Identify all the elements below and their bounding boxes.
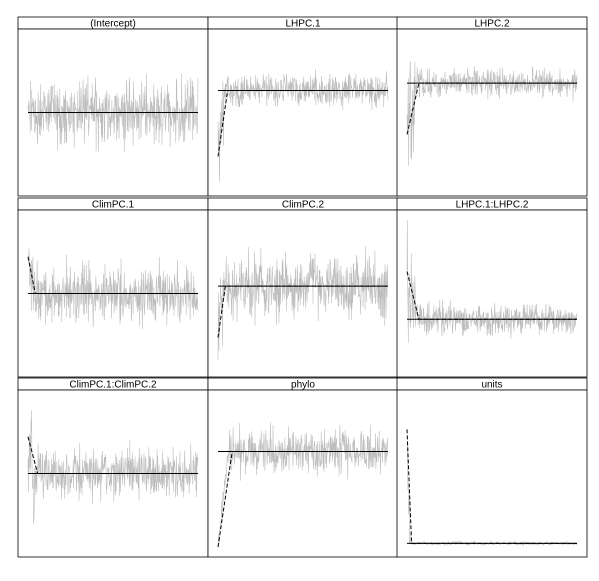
trace-panel: phylo xyxy=(207,377,399,558)
panel-title: ClimPC.1 xyxy=(92,200,135,211)
mcmc-trace-series xyxy=(27,73,199,153)
running-mean-line xyxy=(217,450,388,548)
trace-panel: ClimPC.1:ClimPC.2 xyxy=(17,377,209,558)
running-mean-line xyxy=(217,89,388,157)
panel-title: phylo xyxy=(291,380,315,391)
trace-panel: units xyxy=(396,377,588,558)
trace-panel: (Intercept) xyxy=(17,16,209,197)
plot-area xyxy=(207,389,399,558)
panel-title: LHPC.1:LHPC.2 xyxy=(456,200,529,211)
running-mean-line xyxy=(406,82,577,135)
trace-panel: LHPC.1 xyxy=(207,16,399,197)
trace-panel: LHPC.2 xyxy=(396,16,588,197)
running-mean-line xyxy=(27,256,198,294)
plot-area xyxy=(396,209,588,378)
running-mean-line xyxy=(27,436,198,474)
mcmc-trace-series xyxy=(218,422,389,548)
plot-area xyxy=(207,28,399,197)
trace-panel: ClimPC.2 xyxy=(207,197,399,378)
panel-title: LHPC.2 xyxy=(474,19,509,30)
trace-panel: LHPC.1:LHPC.2 xyxy=(396,197,588,378)
panel-title: units xyxy=(481,380,502,391)
running-mean-line xyxy=(406,271,577,320)
panel-title: ClimPC.2 xyxy=(282,200,325,211)
panel-title: LHPC.1 xyxy=(285,19,320,30)
plot-area xyxy=(396,28,588,197)
mcmc-trace-series xyxy=(217,69,389,182)
running-mean-line xyxy=(406,429,577,544)
mcmc-trace-series xyxy=(27,410,199,524)
mcmc-trace-series xyxy=(406,61,578,166)
trace-panel: ClimPC.1 xyxy=(17,197,209,378)
plot-area xyxy=(396,389,588,558)
panel-title: ClimPC.1:ClimPC.2 xyxy=(69,380,157,391)
mcmc-trace-series xyxy=(406,219,578,343)
running-mean-line xyxy=(217,285,388,338)
panel-title: (Intercept) xyxy=(90,19,136,30)
mcmc-trace-series xyxy=(217,246,389,361)
